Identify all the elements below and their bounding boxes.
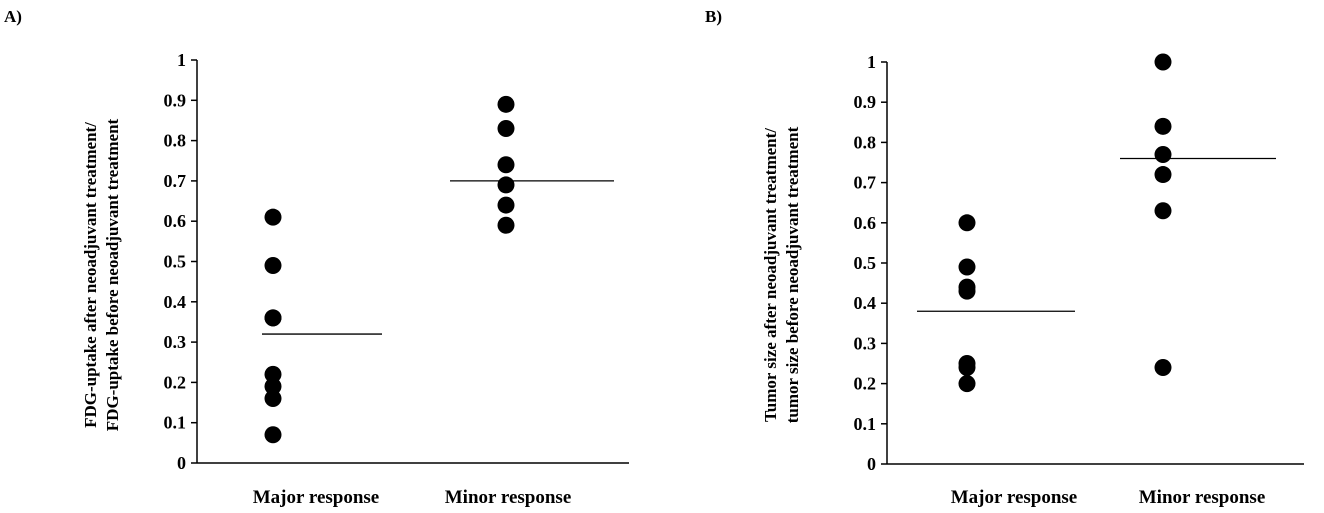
y-tick-label: 0.9: [854, 92, 877, 112]
y-tick-label: 0.8: [854, 132, 877, 152]
data-point: [497, 216, 515, 234]
y-axis-label-a-line1: FDG-uptake after neoadjuvant treatment/: [81, 122, 100, 428]
y-tick-label: 0.5: [854, 253, 877, 273]
y-tick-label: 0.8: [164, 131, 187, 151]
data-point: [497, 196, 515, 214]
panel-b: B) Tumor size after neoadjuvant treatmen…: [705, 7, 1304, 508]
y-tick-label: 0.7: [854, 173, 877, 193]
data-point: [264, 309, 282, 327]
y-tick-label: 1: [867, 52, 876, 72]
y-tick-label: 0.4: [854, 293, 877, 313]
data-point: [497, 156, 515, 174]
y-tick-label: 0.4: [164, 292, 187, 312]
panel-a: A) FDG-uptake after neoadjuvant treatmen…: [4, 7, 629, 508]
category-label-b-major: Major response: [951, 487, 1077, 508]
data-marks-a: [262, 95, 614, 444]
y-axis-label-b-line1: Tumor size after neoadjuvant treatment/: [761, 128, 780, 422]
y-tick-label: 0.3: [854, 333, 877, 353]
data-point: [958, 375, 976, 393]
data-point: [1154, 117, 1172, 135]
y-ticks-b: 0 0.1 0.2 0.3 0.4 0.5 0.6 0.7 0.8 0.9 1: [854, 52, 887, 474]
data-point: [958, 214, 976, 232]
y-tick-label: 0.6: [164, 211, 187, 231]
y-tick-label: 0.5: [164, 252, 187, 272]
data-point: [264, 426, 282, 444]
data-point: [1154, 359, 1172, 377]
y-tick-label: 0.2: [164, 372, 187, 392]
y-tick-label: 0.3: [164, 332, 187, 352]
data-point: [264, 365, 282, 383]
data-point: [958, 359, 976, 377]
data-point: [958, 282, 976, 300]
panel-label-a: A): [4, 7, 22, 26]
data-point: [264, 390, 282, 408]
data-point: [497, 176, 515, 194]
y-tick-label: 0.6: [854, 213, 877, 233]
data-point: [958, 258, 976, 276]
data-point: [1154, 145, 1172, 163]
data-point: [264, 377, 282, 395]
category-label-a-minor: Minor response: [445, 487, 572, 508]
y-tick-label: 0: [867, 454, 876, 474]
y-axis-label-b-line2: tumor size before neoadjuvant treatment: [783, 126, 802, 423]
data-point: [497, 120, 515, 138]
y-tick-label: 0.1: [854, 414, 877, 434]
category-label-b-minor: Minor response: [1139, 487, 1266, 508]
data-marks-b: [917, 53, 1276, 393]
data-point: [1154, 53, 1172, 71]
y-tick-label: 0: [177, 453, 186, 473]
y-tick-label: 0.2: [854, 374, 877, 394]
y-tick-label: 0.9: [164, 90, 187, 110]
category-label-a-major: Major response: [253, 487, 379, 508]
y-tick-label: 1: [177, 50, 186, 70]
y-axis-label-a-line2: FDG-uptake before neoadjuvant treatment: [103, 118, 122, 431]
data-point: [264, 257, 282, 275]
data-point: [1154, 202, 1172, 220]
y-ticks-a: 0 0.1 0.2 0.3 0.4 0.5 0.6 0.7 0.8 0.9 1: [164, 50, 197, 473]
y-tick-label: 0.1: [164, 413, 187, 433]
data-point: [497, 95, 515, 113]
y-tick-label: 0.7: [164, 171, 187, 191]
data-point: [264, 208, 282, 226]
data-point: [1154, 166, 1172, 184]
panel-label-b: B): [705, 7, 722, 26]
